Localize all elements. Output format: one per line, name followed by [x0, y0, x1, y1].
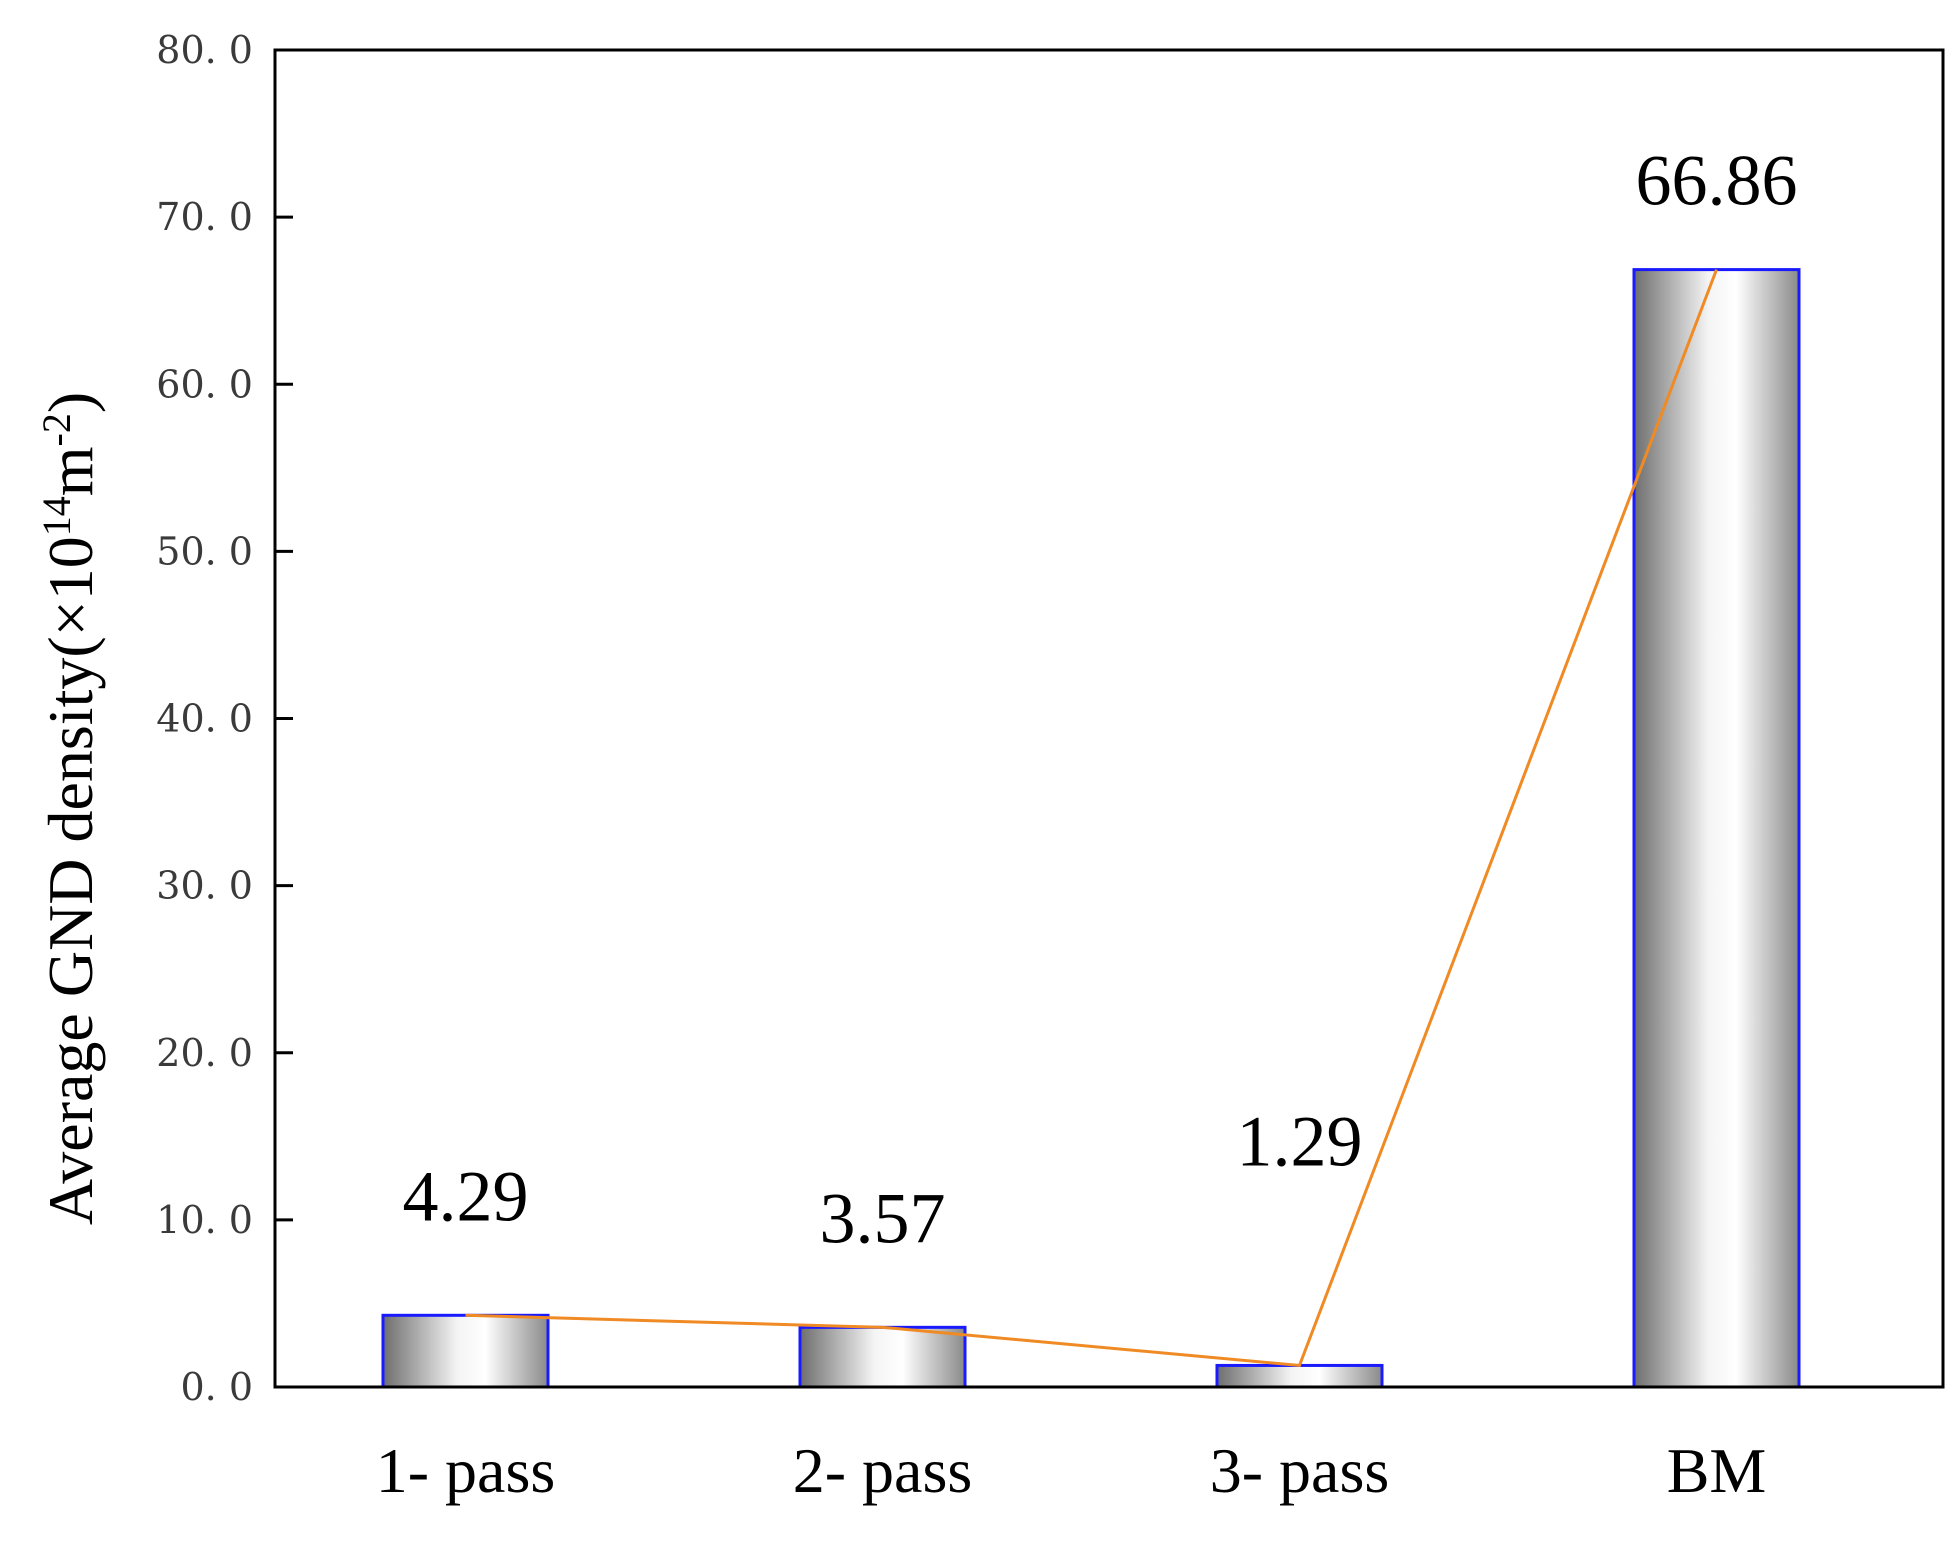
y-tick-label: 40. 0 — [156, 697, 253, 741]
y-axis-title: Average GND density(×1014m-2) — [34, 392, 106, 1225]
bars — [381, 268, 1801, 1389]
bar-1-pass — [381, 1313, 550, 1389]
y-axis-tick-labels: 0. 0 10. 0 20. 0 30. 0 40. 0 50. 0 60. 0 70. 0 8… — [156, 28, 253, 1409]
y-tick-label: 10. 0 — [156, 1198, 253, 1242]
bar-2-pass — [798, 1325, 967, 1389]
data-label: 1.29 — [1237, 1101, 1363, 1181]
bar-bm — [1632, 268, 1801, 1389]
data-label: 4.29 — [403, 1156, 529, 1236]
y-tick-label: 80. 0 — [156, 28, 253, 72]
y-tick-label: 70. 0 — [156, 195, 253, 239]
y-tick-label: 20. 0 — [156, 1031, 253, 1075]
data-label: 66.86 — [1636, 141, 1798, 221]
data-labels: 4.29 3.57 1.29 66.86 — [403, 141, 1798, 1259]
x-tick-label: 1- pass — [376, 1435, 556, 1506]
bar-3-pass — [1215, 1363, 1384, 1389]
y-tick-label: 30. 0 — [156, 864, 253, 908]
x-tick-label: BM — [1667, 1435, 1767, 1506]
y-axis-ticks — [275, 48, 293, 1389]
y-tick-label: 0. 0 — [180, 1365, 253, 1409]
y-tick-label: 60. 0 — [156, 362, 253, 406]
x-tick-label: 3- pass — [1210, 1435, 1390, 1506]
x-axis-tick-labels: 1- pass 2- pass 3- pass BM — [376, 1435, 1767, 1506]
trend-line — [465, 269, 1718, 1368]
data-label: 3.57 — [820, 1178, 946, 1258]
x-tick-label: 2- pass — [793, 1435, 973, 1506]
y-tick-label: 50. 0 — [156, 529, 253, 573]
